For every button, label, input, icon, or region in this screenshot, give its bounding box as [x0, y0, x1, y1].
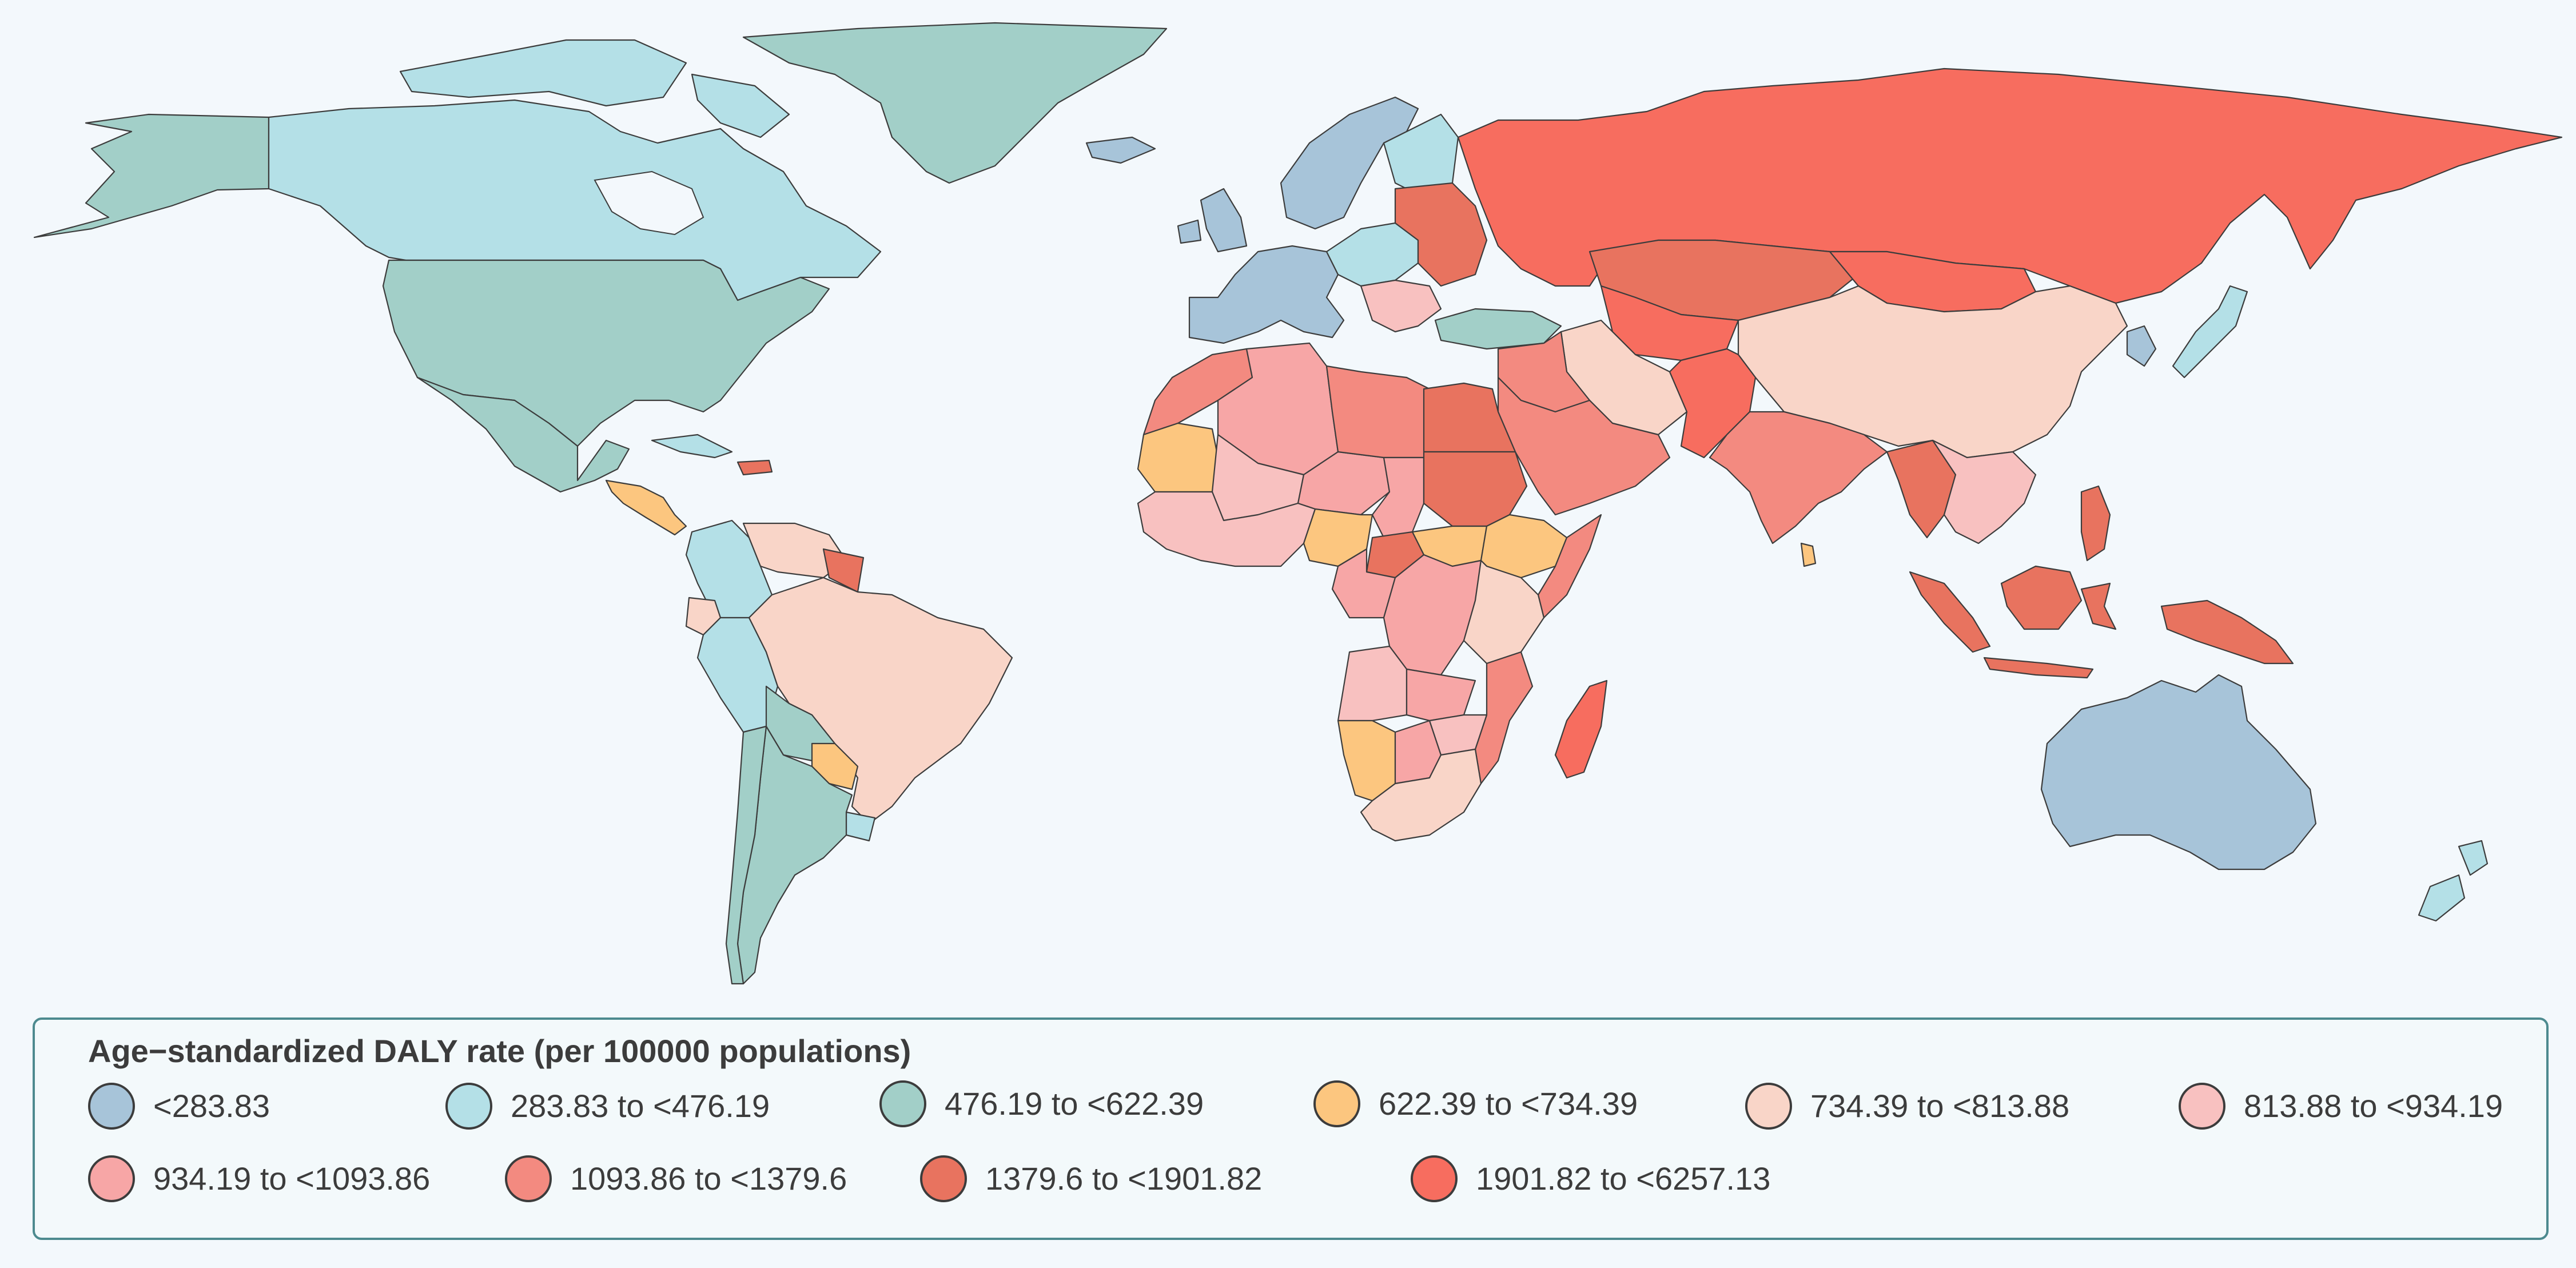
- legend-swatch: [505, 1155, 552, 1202]
- region-greenland: [742, 22, 1168, 184]
- hudson-bay: [594, 170, 704, 236]
- region-india: [1709, 411, 1888, 544]
- legend-swatch: [445, 1083, 492, 1130]
- region-mexico: [416, 376, 630, 493]
- legend-label: 813.88 to <934.19: [2244, 1088, 2503, 1124]
- region-central-america: [605, 479, 687, 536]
- legend-swatch: [1313, 1080, 1360, 1127]
- legend-label: 476.19 to <622.39: [945, 1086, 1204, 1122]
- legend-label: <283.83: [153, 1088, 270, 1124]
- region-finland: [1383, 113, 1459, 196]
- legend-label: 1901.82 to <6257.13: [1476, 1160, 1771, 1197]
- region-sri-lanka: [1800, 542, 1817, 567]
- legend-swatch: [879, 1080, 926, 1127]
- region-south-africa: [1360, 748, 1482, 842]
- region-new-zealand: [2458, 840, 2489, 876]
- legend-swatch: [88, 1083, 135, 1130]
- region-canada-baffin: [691, 73, 790, 138]
- region-zambia: [1406, 668, 1476, 722]
- legend-label: 1379.6 to <1901.82: [985, 1160, 1263, 1197]
- region-java: [1983, 657, 2094, 679]
- region-canada: [268, 99, 882, 301]
- region-central-europe: [1325, 222, 1419, 287]
- legend-label: 934.19 to <1093.86: [153, 1160, 431, 1197]
- legend-title: Age−standardized DALY rate (per 100000 p…: [88, 1033, 911, 1069]
- region-iceland: [1085, 136, 1156, 164]
- region-sulawesi: [2080, 582, 2117, 630]
- region-borneo: [2000, 565, 2083, 630]
- region-new-guinea: [2160, 599, 2294, 665]
- region-scandinavia: [1280, 96, 1419, 230]
- region-madagascar: [1554, 679, 1608, 779]
- region-arabian-peninsula: [1497, 376, 1671, 516]
- legend-swatch: [88, 1155, 135, 1202]
- region-western-europe: [1188, 245, 1345, 344]
- region-uk-ireland: [1200, 188, 1248, 253]
- region-philippines: [2080, 485, 2111, 562]
- region-libya: [1325, 365, 1431, 459]
- region-ireland: [1177, 219, 1202, 244]
- region-balkans: [1360, 279, 1442, 333]
- region-indochina: [1932, 439, 2037, 544]
- region-zimbabwe: [1428, 714, 1488, 756]
- region-angola: [1337, 645, 1408, 722]
- region-cuba: [651, 434, 733, 459]
- region-japan: [2172, 285, 2248, 379]
- world-map: [33, 22, 2563, 985]
- legend-label: 622.39 to <734.39: [1379, 1086, 1638, 1122]
- map-legend: Age−standardized DALY rate (per 100000 p…: [33, 1017, 2549, 1240]
- legend-swatch: [1745, 1083, 1792, 1130]
- region-hispaniola: [736, 459, 773, 476]
- region-chile: [725, 725, 767, 985]
- legend-label: 1093.86 to <1379.6: [570, 1160, 847, 1197]
- region-turkey: [1434, 308, 1562, 350]
- legend-label: 734.39 to <813.88: [1810, 1088, 2070, 1124]
- legend-swatch: [1411, 1155, 1458, 1202]
- region-canada-arctic: [399, 39, 687, 107]
- region-new-zealand-south: [2418, 874, 2466, 922]
- region-eastern-europe: [1394, 182, 1488, 287]
- legend-label: 283.83 to <476.19: [511, 1088, 770, 1124]
- region-sumatra: [1909, 571, 1991, 653]
- region-alaska: [33, 113, 270, 239]
- region-mauritania: [1137, 422, 1219, 493]
- region-namibia: [1337, 720, 1396, 802]
- region-uruguay: [845, 811, 876, 842]
- legend-swatch: [920, 1155, 967, 1202]
- region-korea: [2126, 325, 2157, 367]
- region-east-africa: [1463, 559, 1545, 665]
- region-australia: [2040, 674, 2317, 870]
- legend-swatch: [2179, 1083, 2225, 1130]
